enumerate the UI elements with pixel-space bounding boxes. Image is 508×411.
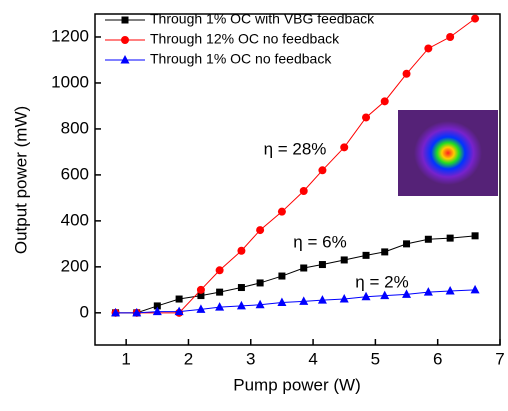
data-point xyxy=(317,295,327,304)
data-point xyxy=(175,295,183,303)
data-point xyxy=(132,307,142,317)
data-point xyxy=(318,261,326,269)
data-point xyxy=(278,272,286,280)
data-point xyxy=(215,266,224,275)
legend-label: Through 1% OC no feedback xyxy=(150,51,332,67)
data-point xyxy=(196,304,206,313)
data-point xyxy=(424,44,433,53)
x-tick-label: 3 xyxy=(246,349,255,368)
data-point xyxy=(362,251,370,259)
data-point xyxy=(470,284,480,294)
data-point xyxy=(402,69,411,78)
data-point xyxy=(446,32,455,41)
legend-marker xyxy=(121,36,129,44)
data-point xyxy=(237,246,246,255)
data-point xyxy=(197,292,205,300)
data-point xyxy=(380,97,389,106)
data-point xyxy=(215,302,225,311)
data-point xyxy=(340,256,348,264)
beam-profile xyxy=(414,121,482,185)
annotation: η = 6% xyxy=(293,232,346,251)
data-point xyxy=(381,248,389,256)
x-tick-label: 7 xyxy=(495,349,504,368)
data-point xyxy=(299,186,308,195)
legend-label: Through 12% OC no feedback xyxy=(150,31,340,47)
data-point xyxy=(196,285,205,294)
series-line xyxy=(115,235,476,314)
data-point xyxy=(237,284,245,292)
data-point xyxy=(380,290,390,300)
y-tick-label: 200 xyxy=(61,256,89,275)
data-point xyxy=(471,14,480,23)
legend-marker xyxy=(120,55,130,64)
data-point xyxy=(318,166,327,175)
data-point xyxy=(277,207,286,216)
data-point xyxy=(340,143,349,152)
y-tick-label: 400 xyxy=(61,210,89,229)
y-tick-label: 1000 xyxy=(51,72,89,91)
data-point xyxy=(423,287,433,296)
legend-marker xyxy=(121,16,129,24)
y-tick-label: 800 xyxy=(61,118,89,137)
data-point xyxy=(256,226,265,235)
annotation: η = 2% xyxy=(355,272,408,291)
data-point xyxy=(216,288,224,296)
series-line xyxy=(115,289,476,314)
data-point xyxy=(111,307,121,317)
data-point xyxy=(153,302,161,310)
data-point xyxy=(471,232,479,240)
plot-frame xyxy=(94,13,501,346)
data-point xyxy=(339,294,349,303)
data-point xyxy=(362,113,371,122)
data-point xyxy=(402,289,412,298)
y-tick-label: 0 xyxy=(80,302,89,321)
data-point xyxy=(236,300,246,310)
data-point xyxy=(299,296,309,305)
x-tick-label: 6 xyxy=(433,349,442,368)
data-point xyxy=(300,264,308,272)
data-point xyxy=(152,306,162,316)
data-point xyxy=(361,291,371,301)
data-point xyxy=(256,279,264,287)
y-tick-label: 1200 xyxy=(51,26,89,45)
data-point xyxy=(446,234,454,242)
data-point xyxy=(174,306,184,316)
y-axis-label: Output power (mW) xyxy=(11,106,30,254)
x-tick-label: 2 xyxy=(184,349,193,368)
x-tick-label: 5 xyxy=(371,349,380,368)
data-point xyxy=(403,240,411,248)
data-point xyxy=(424,235,432,243)
data-point xyxy=(445,285,455,295)
x-axis-label: Pump power (W) xyxy=(233,375,361,394)
y-tick-label: 600 xyxy=(61,164,89,183)
x-tick-label: 1 xyxy=(121,349,130,368)
annotation: η = 28% xyxy=(264,139,327,158)
data-point xyxy=(277,297,287,306)
x-tick-label: 4 xyxy=(308,349,317,368)
data-point xyxy=(255,299,265,309)
legend-label: Through 1% OC with VBG feedback xyxy=(150,11,375,27)
